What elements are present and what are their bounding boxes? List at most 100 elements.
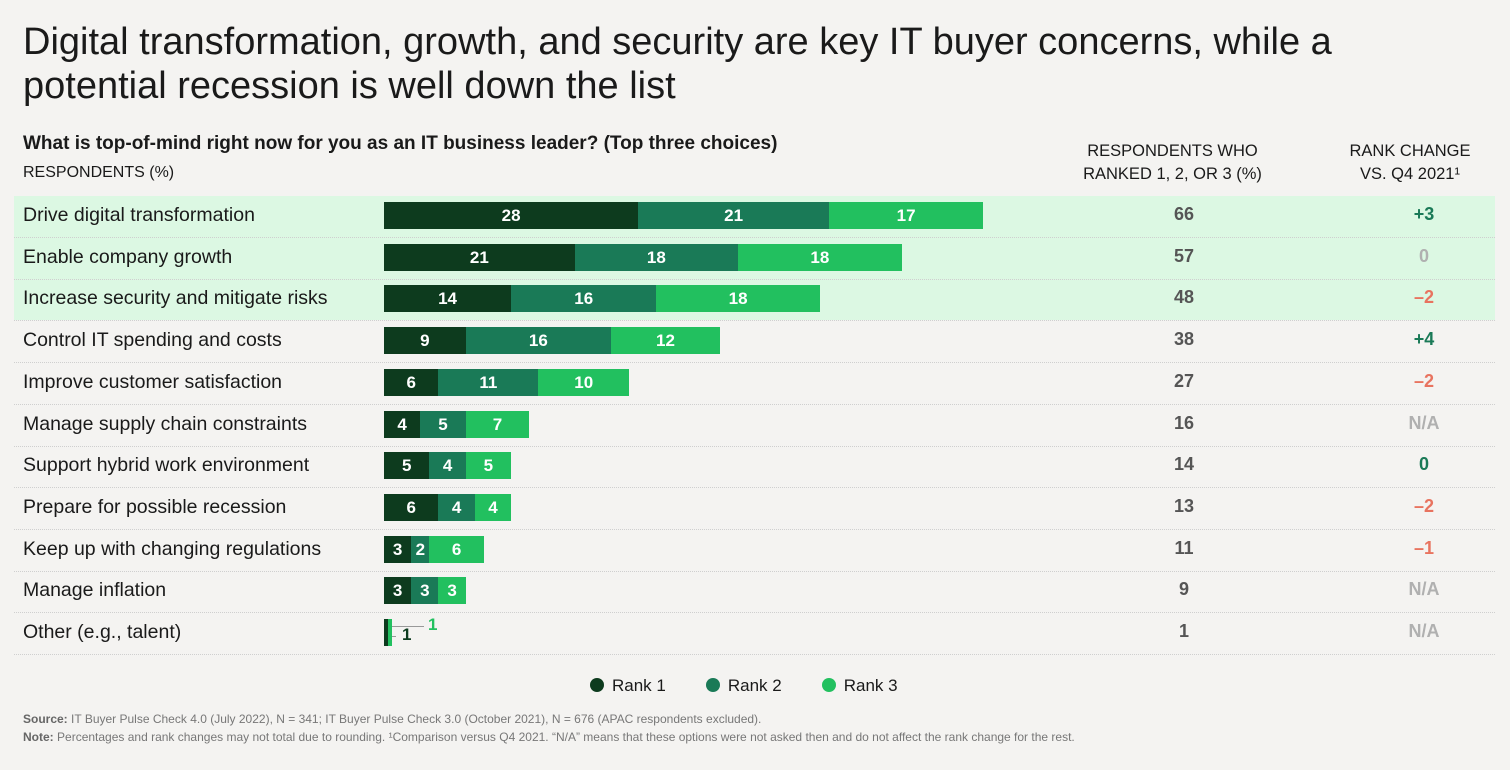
bar-label-rank-1: 14 — [438, 289, 458, 309]
category-label: Keep up with changing regulations — [23, 537, 322, 560]
bar-rank-1 — [384, 410, 421, 438]
rank-change: –2 — [1413, 495, 1435, 516]
bar-rank-2 — [511, 285, 657, 313]
respondents-label: RESPONDENTS (%) — [23, 164, 175, 181]
category-label: Improve customer satisfaction — [23, 370, 283, 393]
bar-rank-3 — [388, 619, 392, 646]
bar-label-rank-2: 11 — [479, 372, 498, 392]
legend: Rank 1 Rank 2 Rank 3 — [590, 676, 898, 696]
total-value: 14 — [1173, 454, 1195, 475]
rank-change: N/A — [1408, 621, 1440, 641]
bar-rank-1 — [384, 577, 412, 605]
leader-line — [388, 636, 396, 637]
bar-label-rank-3: 6 — [451, 539, 462, 559]
bar-rank-2 — [420, 410, 466, 438]
bar-rank-2 — [465, 327, 611, 355]
total-value: 16 — [1173, 412, 1195, 433]
bar-rank-1 — [384, 202, 639, 229]
bar-rank-2 — [438, 368, 539, 396]
rank-change: –1 — [1413, 537, 1435, 558]
chart-row: Drive digital transformation 28 21 17 66 +3 — [14, 196, 1495, 238]
bar-label-rank-3: 1 — [428, 615, 438, 634]
total-value: 27 — [1173, 370, 1195, 391]
category-label: Drive digital transformation — [23, 204, 255, 226]
category-label: Prepare for possible recession — [23, 495, 287, 518]
category-label: Manage supply chain constraints — [23, 412, 307, 435]
category-label: Support hybrid work environment — [23, 454, 310, 477]
bar-rank-2 — [574, 243, 739, 271]
change-column-header: RANK CHANGE VS. Q4 2021¹ — [1349, 142, 1471, 183]
bar-rank-1 — [384, 493, 439, 521]
total-value: 48 — [1173, 287, 1195, 308]
bar-label-rank-2: 21 — [724, 206, 744, 225]
chart-row: Other (e.g., talent) 1 1 1 N/A — [14, 613, 1495, 655]
rank-change: +4 — [1413, 329, 1435, 350]
question: What is top-of-mind right now for you as… — [23, 133, 778, 154]
chart-row: Control IT spending and costs 9 16 12 38 +4 — [14, 321, 1495, 364]
bar-rank-3 — [656, 285, 820, 313]
bar-rank-3 — [465, 452, 512, 480]
rank-change: –2 — [1413, 287, 1435, 308]
bar-rank-2 — [411, 535, 430, 563]
chart-row: Keep up with changing regulations 3 2 6 11 –1 — [14, 530, 1495, 572]
bar-rank-3 — [611, 327, 720, 355]
legend-rank-3: Rank 3 — [821, 676, 898, 696]
category-label: Other (e.g., talent) — [23, 621, 182, 643]
bar-rank-3 — [738, 243, 902, 271]
bar-rank-2 — [429, 452, 466, 480]
rank-change: 0 — [1418, 245, 1429, 266]
bar-label-rank-1: 4 — [397, 414, 407, 434]
bar-rank-2 — [638, 202, 829, 229]
bar-label-rank-1: 9 — [420, 331, 430, 351]
category-label: Enable company growth — [23, 245, 233, 268]
bar-rank-1 — [384, 452, 430, 480]
bar-rank-1 — [384, 368, 439, 396]
chart-row: Manage inflation 3 3 3 9 N/A — [14, 571, 1495, 614]
bar-rank-1 — [384, 327, 466, 355]
bar-label-rank-2: 16 — [574, 289, 594, 309]
bar-rank-3 — [538, 368, 630, 396]
bar-label-rank-1: 3 — [392, 539, 403, 559]
chart-row: Improve customer satisfaction 6 11 10 27 –2 — [14, 363, 1495, 405]
total-value: 11 — [1174, 537, 1194, 558]
rank-change: 0 — [1418, 454, 1429, 475]
rank-change: –2 — [1413, 370, 1435, 391]
bar-label-rank-3: 18 — [728, 289, 748, 309]
rank-change: +3 — [1413, 204, 1435, 224]
chart-row: Enable company growth 21 18 18 57 0 — [14, 238, 1495, 280]
total-column-header: RESPONDENTS WHO RANKED 1, 2, OR 3 (%) — [1083, 142, 1262, 183]
bar-rank-1 — [384, 619, 388, 646]
chart-row: Increase security and mitigate risks 14 16… — [14, 279, 1495, 322]
legend-rank-1: Rank 1 — [590, 676, 666, 696]
bar-label-rank-3: 17 — [896, 206, 916, 225]
bar-label-rank-1: 5 — [401, 456, 412, 476]
source-note: Source: IT Buyer Pulse Check 4.0 (July 2… — [23, 712, 762, 726]
rank-change: N/A — [1408, 412, 1440, 433]
bar-label-rank-3: 4 — [488, 497, 498, 517]
bar-rank-2 — [411, 577, 439, 605]
bar-label-rank-2: 18 — [646, 247, 666, 267]
total-value: 66 — [1173, 204, 1195, 224]
bar-label-rank-1: 28 — [501, 206, 521, 225]
rank-change: N/A — [1408, 579, 1440, 600]
bar-label-rank-2: 16 — [528, 331, 548, 351]
bar-rank-3 — [828, 202, 984, 229]
bar-label-rank-3: 12 — [656, 331, 675, 351]
bar-label-rank-1: 21 — [469, 247, 489, 267]
total-value: 1 — [1178, 621, 1189, 641]
total-value: 13 — [1173, 495, 1195, 516]
bar-label-rank-2: 4 — [451, 497, 462, 517]
bar-rank-3 — [465, 410, 530, 438]
bar-label-rank-2: 3 — [420, 581, 430, 601]
bar-rank-1 — [384, 285, 512, 313]
bar-label-rank-3: 5 — [483, 456, 494, 476]
bar-label-rank-1: 6 — [406, 497, 416, 517]
chart-row: Support hybrid work environment 5 4 5 14 0 — [14, 446, 1495, 489]
bar-rank-2 — [438, 493, 475, 521]
bar-label-rank-2: 2 — [415, 539, 426, 559]
bar-label-rank-2: 4 — [442, 456, 453, 476]
chart-title: Digital transformation, growth, and secu… — [23, 21, 1332, 107]
chart-row: Manage supply chain constraints 4 5 7 16 N/A — [14, 405, 1495, 447]
bar-label-rank-3: 3 — [447, 581, 457, 601]
legend-rank-2: Rank 2 — [705, 676, 782, 696]
